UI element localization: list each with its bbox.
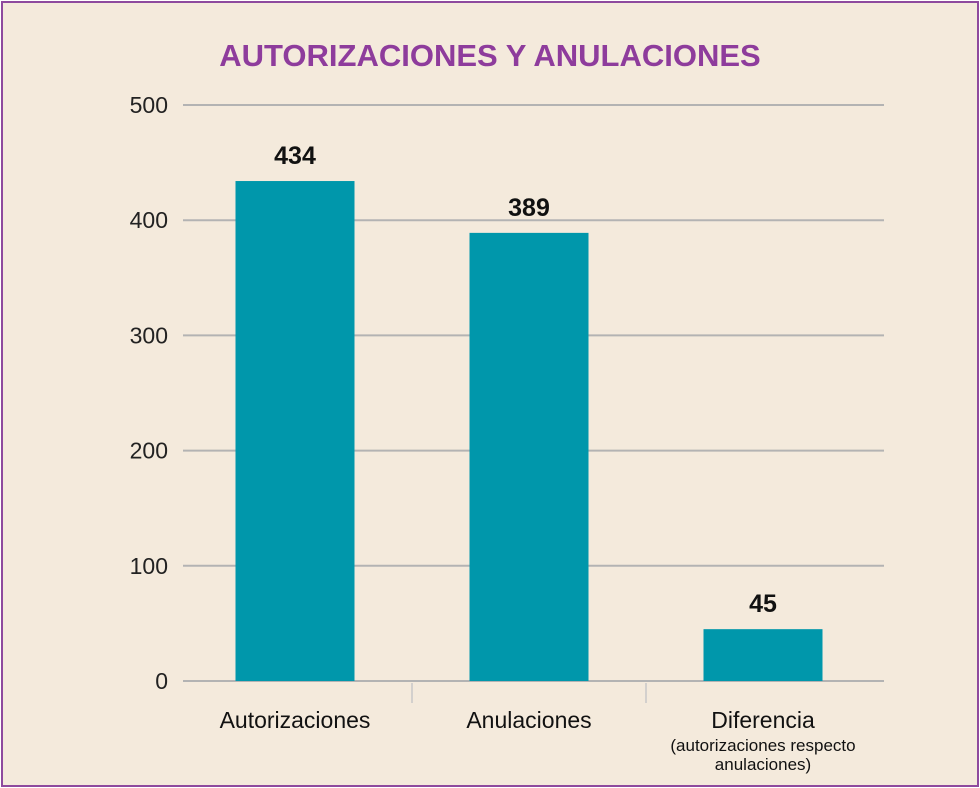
x-category-label: Autorizaciones [220,707,371,733]
chart-title: AUTORIZACIONES Y ANULACIONES [219,38,760,73]
x-category-sublabel: anulaciones) [715,755,811,774]
bar [235,181,355,682]
y-tick-label: 400 [130,207,168,233]
x-category-label: Anulaciones [466,707,591,733]
bar [469,232,589,681]
x-category-label: Diferencia [711,707,815,733]
value-label: 389 [508,194,550,222]
category-separators [411,683,647,703]
x-category-sublabel: (autorizaciones respecto [670,736,855,755]
y-axis-ticks: 0 100 200 300 400 500 [130,92,168,694]
y-tick-label: 0 [155,668,168,694]
y-tick-label: 100 [130,553,168,579]
value-labels: 434 389 45 [274,142,777,618]
value-label: 45 [749,590,777,618]
y-tick-label: 300 [130,322,168,348]
value-label: 434 [274,142,316,170]
bars [235,181,823,682]
y-tick-label: 500 [130,92,168,118]
x-axis-labels: Autorizaciones Anulaciones Diferencia (auto… [220,707,856,774]
y-tick-label: 200 [130,438,168,464]
bar [703,629,823,681]
